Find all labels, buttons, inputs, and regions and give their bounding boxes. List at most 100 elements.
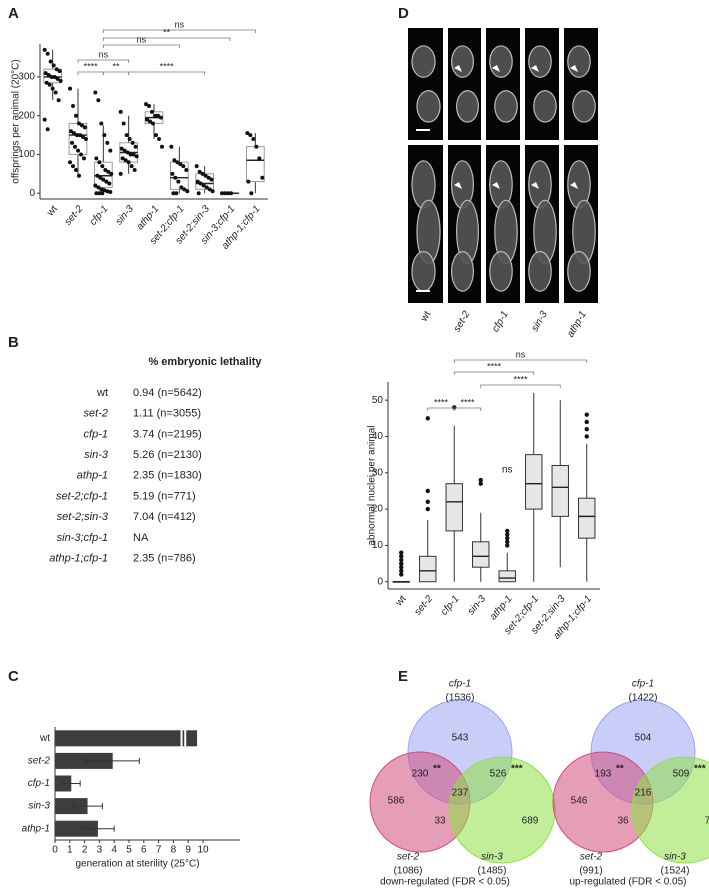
data-point (248, 133, 253, 138)
data-point (170, 171, 175, 176)
significance-bracket (102, 44, 180, 48)
data-point (584, 419, 589, 425)
data-point (134, 154, 139, 159)
significance-label: ** (616, 764, 624, 775)
significance-bracket (77, 59, 130, 63)
data-point (46, 73, 51, 77)
x-tick-label: sin-3 (466, 593, 489, 617)
arrowhead (531, 65, 539, 72)
data-point (102, 133, 107, 138)
data-point (99, 187, 104, 192)
box (578, 497, 596, 539)
data-point (98, 175, 103, 180)
data-point (505, 532, 510, 537)
panel-label: A (8, 5, 19, 22)
venn-caption: up-regulated (FDR < 0.05) (569, 877, 686, 888)
data-point (96, 185, 101, 190)
data-point (399, 561, 404, 566)
data-point (95, 173, 100, 178)
data-point (133, 144, 138, 149)
data-point (99, 121, 104, 126)
significance-label: ns (99, 49, 109, 59)
data-point (505, 535, 510, 541)
significance-label: **** (513, 374, 528, 384)
significance-label: ** (112, 61, 120, 71)
significance-label: **** (160, 61, 175, 71)
data-point (132, 167, 137, 172)
set-count: (1086) (394, 866, 423, 877)
row-value: 5.26 (n=2130) (133, 449, 202, 461)
image-label: wt (418, 309, 433, 324)
data-point (49, 74, 54, 79)
significance-bracket (128, 71, 206, 75)
data-point (77, 133, 82, 138)
data-point (69, 129, 74, 134)
data-point (97, 191, 102, 196)
data-point (74, 113, 79, 118)
data-point (48, 59, 53, 64)
data-point (196, 191, 201, 196)
row-value: 7.04 (n=412) (133, 511, 196, 523)
data-point (399, 557, 404, 563)
bar (55, 820, 98, 837)
y-tick-label: sin-3 (28, 801, 50, 812)
data-point (79, 123, 84, 128)
data-point (505, 543, 510, 548)
data-point (73, 144, 78, 149)
significance-bracket (427, 407, 455, 411)
data-point (43, 71, 48, 76)
set-name: cfp-1 (449, 679, 471, 690)
nucleus (451, 251, 474, 292)
region-count: 216 (635, 788, 652, 799)
data-point (209, 177, 214, 182)
x-tick-label: 9 (185, 845, 191, 856)
significance-label: **** (487, 361, 502, 371)
data-point (105, 189, 110, 194)
arrowhead (454, 65, 462, 72)
data-point (76, 173, 81, 178)
data-point (260, 175, 265, 180)
set-count: (991) (579, 866, 602, 877)
data-point (45, 127, 50, 132)
y-tick-label: 50 (372, 395, 384, 406)
data-point (194, 164, 199, 169)
significance-bracket (453, 359, 588, 363)
data-point (174, 191, 179, 196)
region-count: 689 (522, 816, 539, 827)
data-point (74, 167, 79, 172)
row-value: 0.94 (n=5642) (133, 387, 202, 399)
data-point (129, 164, 134, 169)
y-tick-label: 0 (29, 188, 35, 199)
significance-label: ns (137, 34, 147, 44)
data-point (107, 181, 112, 186)
x-tick-label: 5 (126, 845, 132, 856)
row-name: athp-1;cfp-1 (49, 553, 108, 565)
data-point (47, 82, 52, 87)
data-point (50, 86, 55, 91)
data-point (72, 131, 77, 136)
micrograph (408, 28, 443, 140)
data-point (68, 86, 73, 91)
set-name: sin-3 (664, 852, 686, 863)
data-point (120, 156, 125, 161)
bar (55, 752, 113, 769)
data-point (200, 171, 205, 176)
data-point (42, 117, 47, 122)
data-point (144, 102, 149, 107)
data-point (584, 434, 589, 439)
row-name: set-2 (84, 408, 108, 420)
x-tick-label: 0 (52, 845, 58, 856)
micrograph (448, 28, 481, 140)
nucleus (572, 90, 596, 123)
set-name: cfp-1 (632, 679, 654, 690)
box (551, 465, 569, 517)
significance-bracket (102, 71, 130, 75)
data-point (106, 169, 111, 174)
significance-label: **** (434, 397, 449, 407)
box (445, 483, 463, 532)
data-point (195, 179, 200, 184)
x-tick-label: 8 (171, 845, 177, 856)
x-tick-label: 2 (82, 845, 88, 856)
data-point (130, 140, 135, 145)
